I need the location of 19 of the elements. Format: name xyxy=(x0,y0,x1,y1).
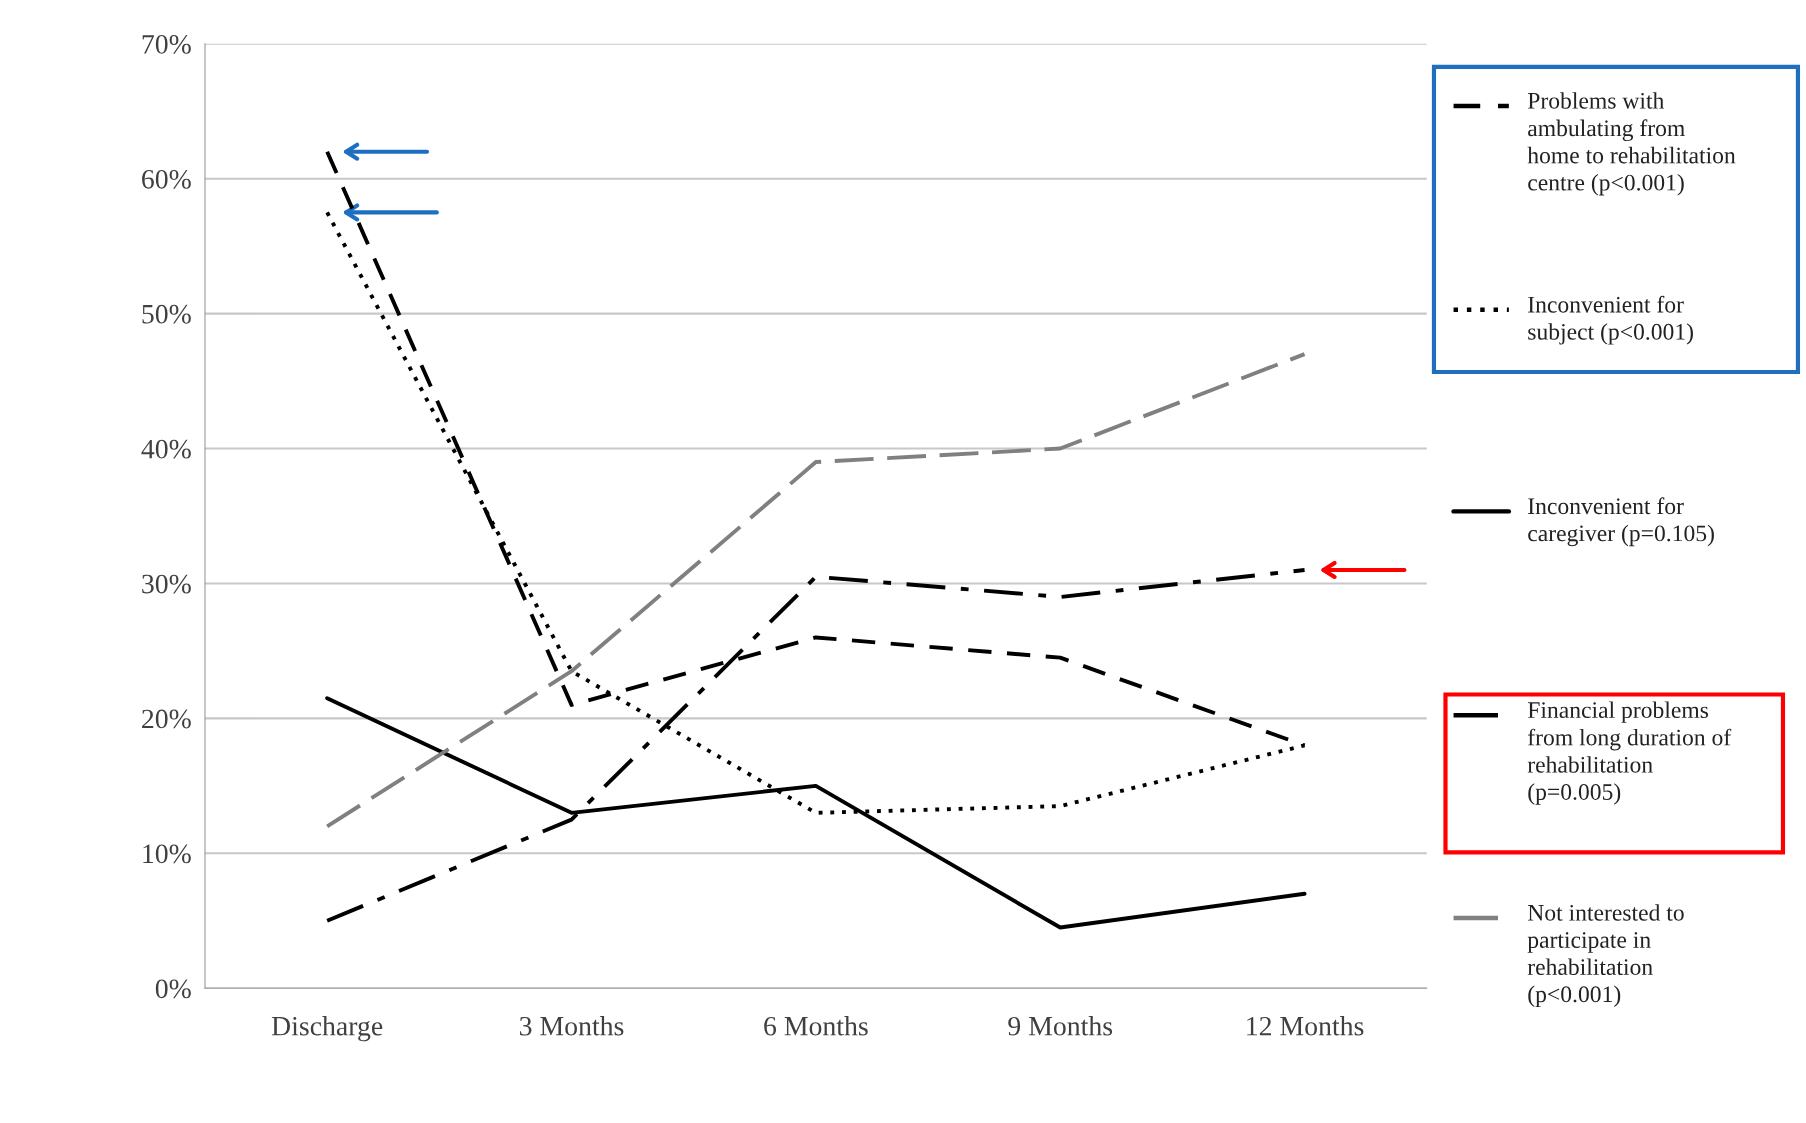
y-tick-label: 30% xyxy=(142,574,191,594)
legend-label: Inconvenient for caregiver (p=0.105) xyxy=(1528,497,1714,547)
x-tick-label: 12 Months xyxy=(1247,1016,1364,1036)
legend-label: Not interested to participate in rehabilitation (p<0.001) xyxy=(1527,904,1684,1008)
x-tick-label: 6 Months xyxy=(764,1016,868,1036)
y-tick-label: 60% xyxy=(142,169,191,189)
line-series xyxy=(325,352,1307,829)
y-tick-label: 0% xyxy=(155,979,191,999)
y-tick-label: 20% xyxy=(142,709,191,729)
x-tick-label: Discharge xyxy=(271,1016,383,1042)
x-tick-label: 3 Months xyxy=(519,1016,624,1036)
y-tick-label: 70% xyxy=(142,34,191,54)
y-tick-label: 40% xyxy=(141,439,191,459)
legend-label: Inconvenient for subject (p<0.001) xyxy=(1528,295,1693,345)
x-tick-label: 9 Months xyxy=(1008,1016,1113,1036)
y-tick-label: 50% xyxy=(142,304,191,324)
y-tick-label: 10% xyxy=(143,844,191,864)
legend-label: Problems with ambulating from home to rehabilitation centre (p<0.001) xyxy=(1527,92,1736,196)
legend-label: Financial problems from long duration of rehabilitation (p=0.005) xyxy=(1527,701,1732,805)
